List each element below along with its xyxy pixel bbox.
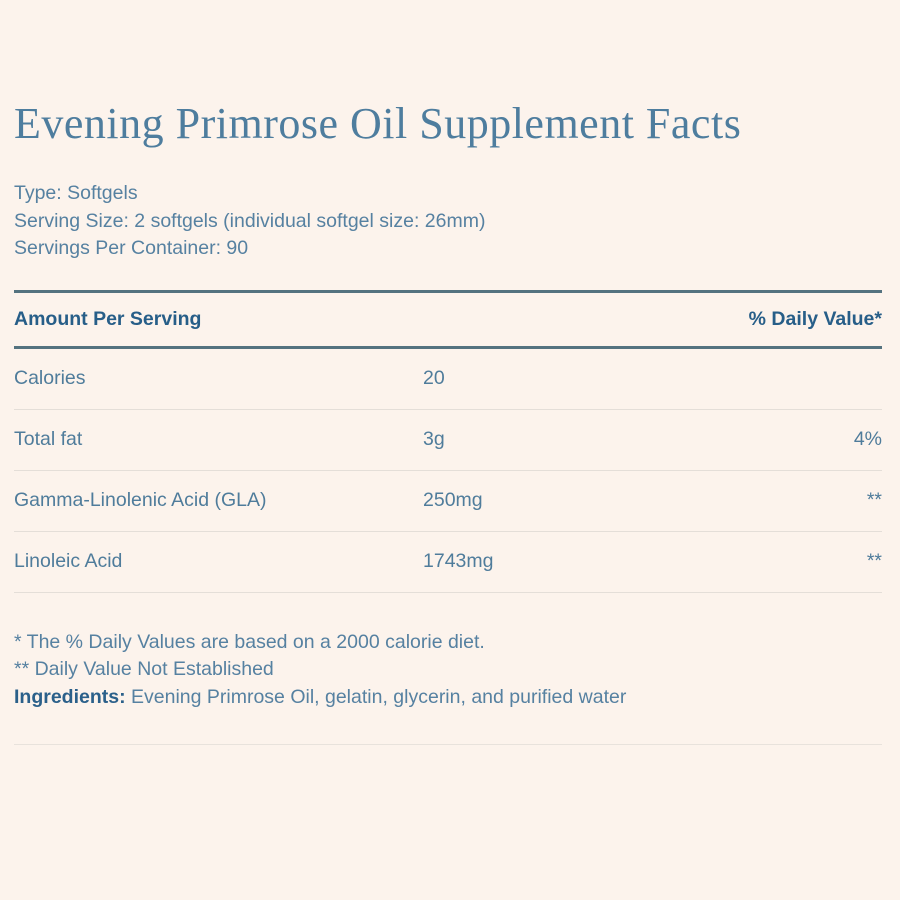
- nutrient-daily-value: **: [866, 489, 882, 511]
- type-line: Type: Softgels: [14, 182, 138, 204]
- bottom-divider: [14, 744, 882, 745]
- table-row-total-fat: Total fat 3g 4%: [14, 410, 882, 471]
- daily-value-footnote: * The % Daily Values are based on a 2000…: [14, 630, 485, 653]
- nutrient-name: Calories: [14, 367, 86, 389]
- ingredients-text: Evening Primrose Oil, gelatin, glycerin,…: [125, 685, 627, 708]
- daily-value-header: % Daily Value*: [748, 307, 882, 330]
- product-meta: Type: Softgels Serving Size: 2 softgels …: [14, 180, 882, 263]
- servings-per-container-line: Servings Per Container: 90: [14, 237, 249, 259]
- nutrient-name: Linoleic Acid: [14, 550, 123, 572]
- table-row-calories: Calories 20: [14, 349, 882, 410]
- nutrient-daily-value: **: [866, 550, 882, 572]
- table-header-row: Amount Per Serving % Daily Value*: [14, 289, 882, 349]
- nutrient-name: Total fat: [14, 428, 83, 450]
- serving-size-line: Serving Size: 2 softgels (individual sof…: [14, 209, 486, 232]
- footnotes: * The % Daily Values are based on a 2000…: [14, 629, 882, 712]
- supplement-facts-table: Amount Per Serving % Daily Value* Calori…: [14, 289, 882, 593]
- table-row-gla: Gamma-Linolenic Acid (GLA) 250mg **: [14, 471, 882, 532]
- not-established-footnote: ** Daily Value Not Established: [14, 658, 274, 680]
- ingredients-label: Ingredients:: [14, 685, 126, 708]
- nutrient-amount: 1743mg: [423, 550, 494, 572]
- amount-per-serving-header: Amount Per Serving: [14, 307, 202, 330]
- nutrient-amount: 20: [423, 367, 445, 389]
- nutrient-amount: 250mg: [423, 489, 483, 511]
- page-title: Evening Primrose Oil Supplement Facts: [14, 99, 742, 148]
- nutrient-daily-value: 4%: [853, 428, 882, 450]
- ingredients-line: Ingredients: Evening Primrose Oil, gelat…: [14, 684, 882, 712]
- nutrient-name: Gamma-Linolenic Acid (GLA): [14, 489, 267, 511]
- table-row-linoleic-acid: Linoleic Acid 1743mg **: [14, 532, 882, 593]
- nutrient-amount: 3g: [423, 428, 445, 450]
